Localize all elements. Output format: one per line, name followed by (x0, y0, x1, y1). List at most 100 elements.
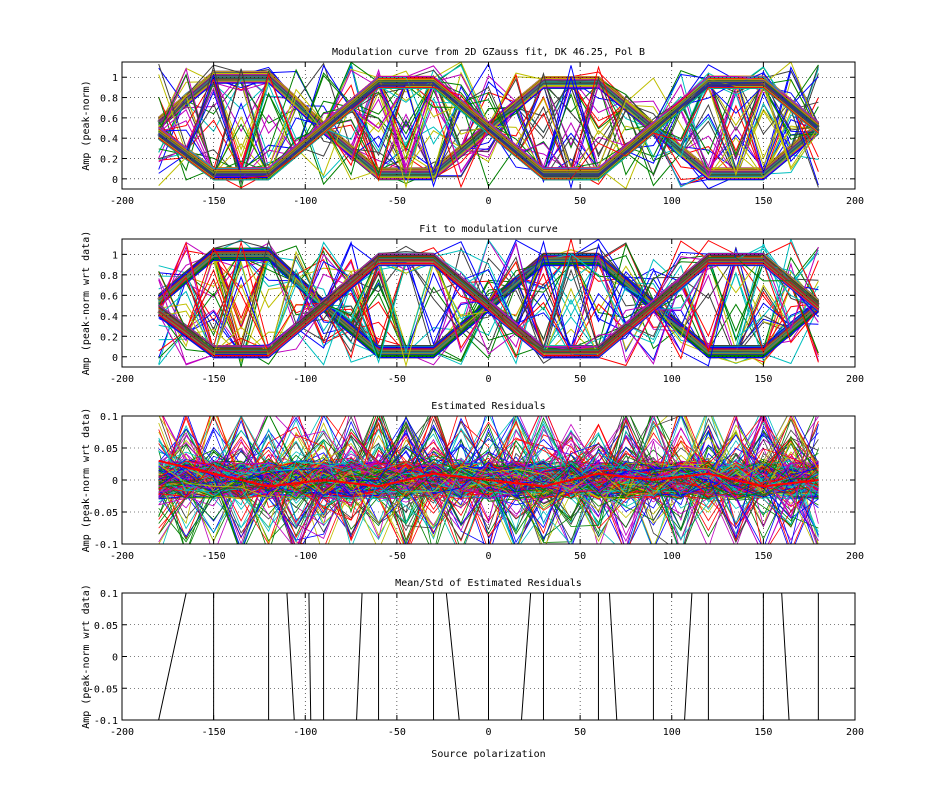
y-tick-label: 0.05 (94, 621, 118, 632)
series-2-trace (158, 262, 819, 356)
series-1-trace (158, 465, 819, 544)
y-axis-label: Amp (peak-norm wrt data) (81, 584, 92, 729)
chart-title: Modulation curve from 2D GZauss fit, DK … (332, 47, 645, 58)
x-tick-label: 0 (485, 196, 491, 207)
y-tick-label: 0 (112, 353, 118, 364)
y-axis-label: Amp (peak-norm wrt data) (81, 408, 92, 553)
panel-2: -200 -150 -100 -50 0 50 100 150 200 0 0.2 0.4 0.6 0.8… (81, 224, 864, 385)
series-1-trace (158, 450, 819, 539)
y-tick-label: 0.4 (100, 134, 118, 145)
residual-segment-20 (781, 593, 790, 720)
x-tick-label: -150 (202, 727, 226, 738)
series-1-trace (158, 416, 819, 500)
series-1-trace (158, 438, 819, 544)
series-2-trace (158, 239, 819, 349)
series-1-trace (158, 416, 819, 524)
y-tick-label: 0 (112, 476, 118, 487)
x-tick-label: -50 (388, 727, 406, 738)
y-tick-label: 0.2 (100, 155, 118, 166)
x-tick-label: -150 (202, 374, 226, 385)
chart-title: Fit to modulation curve (419, 224, 557, 235)
y-tick-label: 0.8 (100, 271, 118, 282)
residual-segment-10 (445, 593, 460, 720)
x-tick-label: -50 (388, 551, 406, 562)
y-tick-label: -0.1 (94, 540, 118, 551)
x-tick-label: -150 (202, 551, 226, 562)
y-tick-label: 0.05 (94, 444, 118, 455)
chart-title: Estimated Residuals (431, 401, 545, 412)
x-tick-label: 100 (663, 727, 681, 738)
plot-area (158, 593, 819, 720)
x-tick-label: 100 (663, 551, 681, 562)
series-1-trace (158, 420, 819, 544)
x-tick-label: 150 (754, 551, 772, 562)
y-tick-label: 0.8 (100, 94, 118, 105)
series-1-trace (158, 449, 819, 535)
y-tick-label: 0.2 (100, 332, 118, 343)
residual-segment-15 (608, 593, 618, 720)
series-1-trace (158, 416, 819, 544)
series-1-trace (158, 416, 819, 544)
series-2-trace (158, 72, 819, 171)
x-tick-label: -100 (293, 196, 317, 207)
series-2-trace (158, 246, 819, 348)
series-1-trace (158, 417, 819, 507)
x-tick-label: 0 (485, 374, 491, 385)
y-tick-label: 0.4 (100, 312, 118, 323)
y-tick-label: -0.1 (94, 716, 118, 727)
x-tick-label: -200 (110, 551, 134, 562)
y-tick-label: 1 (112, 73, 118, 84)
x-tick-label: 150 (754, 196, 772, 207)
y-tick-label: 0.1 (100, 589, 118, 600)
x-tick-label: 200 (846, 374, 864, 385)
x-tick-label: -100 (293, 374, 317, 385)
x-tick-label: 100 (663, 196, 681, 207)
residual-segment-5 (308, 593, 312, 720)
x-tick-label: 200 (846, 196, 864, 207)
residual-segment-17 (684, 593, 693, 720)
x-tick-label: 200 (846, 727, 864, 738)
panel-4: -200 -150 -100 -50 0 50 100 150 200 -0.1 -0.05 0 0.0… (81, 578, 864, 760)
y-tick-label: 0.1 (100, 412, 118, 423)
y-tick-label: 1 (112, 250, 118, 261)
series-2-band (157, 79, 820, 177)
y-tick-label: 0 (112, 175, 118, 186)
y-tick-label: -0.05 (88, 508, 118, 519)
x-tick-label: -100 (293, 727, 317, 738)
panel-3: -200 -150 -100 -50 0 50 100 150 200 -0.1 -0.05 0 0.0… (81, 401, 864, 562)
x-tick-label: 150 (754, 374, 772, 385)
x-tick-label: 50 (574, 374, 586, 385)
x-tick-label: 150 (754, 727, 772, 738)
y-tick-label: 0.6 (100, 291, 118, 302)
series-2-band (157, 256, 820, 355)
plot-area (158, 416, 819, 544)
series-1-trace (158, 424, 819, 540)
residual-segment-7 (356, 593, 363, 720)
series-1-trace (158, 461, 819, 499)
x-tick-label: 200 (846, 551, 864, 562)
x-tick-label: 50 (574, 551, 586, 562)
x-tick-label: -50 (388, 374, 406, 385)
y-axis-label: Amp (peak-norm wrt data) (81, 231, 92, 376)
x-tick-label: -200 (110, 374, 134, 385)
y-tick-label: 0.6 (100, 114, 118, 125)
x-tick-label: -150 (202, 196, 226, 207)
x-tick-label: -200 (110, 727, 134, 738)
x-tick-label: -100 (293, 551, 317, 562)
x-tick-label: 100 (663, 374, 681, 385)
chart-title: Mean/Std of Estimated Residuals (395, 578, 582, 589)
y-tick-label: 0 (112, 653, 118, 664)
panel-1: -200 -150 -100 -50 0 50 100 150 200 0 0.2 0.4 0.6 0.8… (81, 47, 864, 207)
x-tick-label: -50 (388, 196, 406, 207)
residual-segment-1 (158, 593, 187, 720)
y-axis-label: Amp (peak-norm) (81, 80, 92, 170)
x-tick-label: 50 (574, 196, 586, 207)
x-tick-label: 0 (485, 551, 491, 562)
plot-area (157, 62, 820, 189)
x-axis-label: Source polarization (431, 749, 545, 760)
y-tick-label: -0.05 (88, 684, 118, 695)
x-tick-label: 0 (485, 727, 491, 738)
x-tick-label: -200 (110, 196, 134, 207)
series-1-trace (158, 435, 819, 544)
